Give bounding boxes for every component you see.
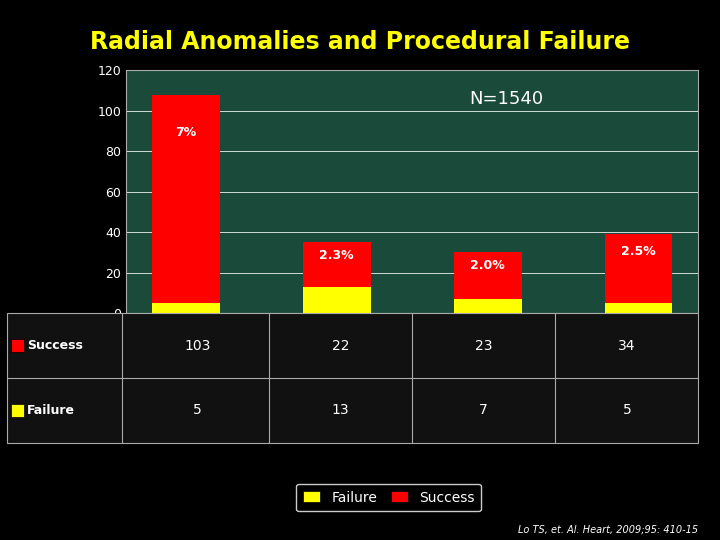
Text: 22: 22 — [332, 339, 349, 353]
Bar — [303, 287, 371, 313]
Text: 2.0%: 2.0% — [470, 259, 505, 273]
Bar — [303, 242, 371, 287]
Bar — [605, 303, 672, 313]
Bar — [454, 299, 521, 313]
Text: N=1540: N=1540 — [469, 90, 544, 107]
Legend: Failure, Success: Failure, Success — [297, 483, 481, 511]
Bar — [454, 252, 521, 299]
Text: 2.5%: 2.5% — [621, 245, 656, 258]
Text: Radial Anomalies and Procedural Failure: Radial Anomalies and Procedural Failure — [90, 30, 630, 53]
Text: 7: 7 — [480, 403, 488, 417]
Text: 34: 34 — [618, 339, 636, 353]
Text: 5: 5 — [623, 403, 631, 417]
Text: Lo TS, et. Al. Heart, 2009;95: 410-15: Lo TS, et. Al. Heart, 2009;95: 410-15 — [518, 524, 698, 535]
Text: 7%: 7% — [176, 126, 197, 139]
Text: 103: 103 — [184, 339, 211, 353]
Text: 2.3%: 2.3% — [320, 249, 354, 262]
Text: Success: Success — [27, 339, 84, 352]
Bar — [605, 234, 672, 303]
Text: 5: 5 — [193, 403, 202, 417]
Text: Failure: Failure — [27, 404, 76, 417]
Bar — [152, 303, 220, 313]
Bar — [152, 94, 220, 303]
Text: 23: 23 — [475, 339, 492, 353]
Text: 13: 13 — [332, 403, 349, 417]
